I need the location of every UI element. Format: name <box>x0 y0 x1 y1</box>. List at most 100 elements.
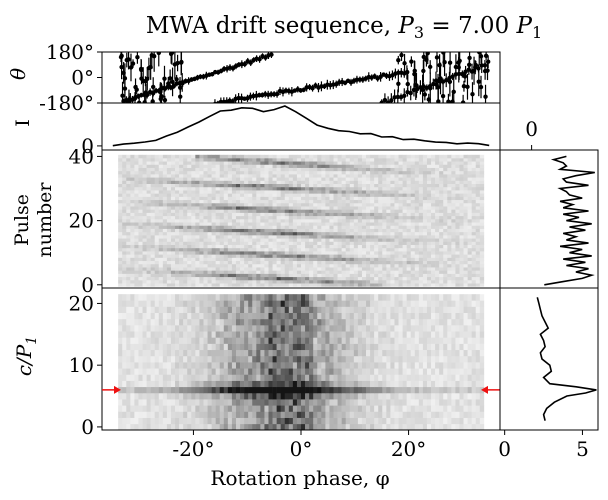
pulse-cell <box>370 158 375 162</box>
pulse-cell <box>138 196 143 201</box>
lrfs-cell <box>179 380 184 388</box>
pulse-cell <box>414 225 420 229</box>
pulse-cell <box>410 238 416 242</box>
pulse-cell <box>231 180 237 184</box>
lrfs-cell <box>162 399 168 406</box>
pulse-cell <box>467 251 472 255</box>
pulse-cell <box>191 199 196 204</box>
pulse-cell <box>435 196 440 201</box>
pulse-cell <box>126 183 131 188</box>
pulse-cell <box>313 267 318 271</box>
pulse-cell <box>256 241 261 245</box>
pulse-cell <box>126 154 131 159</box>
pulse-cell <box>374 158 379 162</box>
pulse-cell <box>394 273 399 278</box>
pulse-cell <box>264 186 269 191</box>
pulse-cell <box>162 158 168 162</box>
pulse-cell <box>244 279 249 284</box>
pulse-cell <box>459 164 464 168</box>
theta-point <box>396 57 401 63</box>
pulse-cell <box>410 241 416 245</box>
pulse-cell <box>455 193 460 197</box>
lrfs-cell <box>235 386 241 394</box>
pulse-cell <box>447 276 452 281</box>
pulse-cell <box>268 267 273 271</box>
pulse-cell <box>435 215 440 220</box>
pulse-cell <box>252 174 257 178</box>
pulse-cell <box>272 225 277 229</box>
pulse-cell <box>471 279 477 284</box>
pulse-cell <box>256 279 261 284</box>
lrfs-cell <box>170 374 176 381</box>
pulse-cell <box>215 212 221 217</box>
theta-point <box>483 94 488 99</box>
pulse-cell <box>329 193 334 197</box>
pulse-cell <box>170 183 176 188</box>
pulse-cell <box>451 231 456 236</box>
pulse-cell <box>138 183 143 188</box>
pulse-cell <box>235 254 241 258</box>
pulse-cell <box>370 241 375 245</box>
pulse-cell <box>199 283 204 287</box>
theta-point <box>382 97 388 103</box>
pulse-cell <box>374 219 379 223</box>
pulse-cell <box>390 222 395 226</box>
pulse-cell <box>154 193 160 197</box>
pulse-cell <box>317 193 322 197</box>
pulse-cell <box>414 219 420 223</box>
lrfs-cell <box>337 399 342 406</box>
pulse-cell <box>211 241 216 245</box>
pulse-cell <box>329 241 334 245</box>
pulse-cell <box>455 219 460 223</box>
pulse-cell <box>170 193 176 197</box>
lrfs-cell <box>195 411 200 418</box>
pulse-cell <box>288 199 294 204</box>
pulse-cell <box>459 212 464 217</box>
pulse-cell <box>150 193 155 197</box>
pulse-cell <box>191 263 196 268</box>
pulse-cell <box>479 174 485 178</box>
pulse-cell <box>223 161 229 165</box>
pulse-cell <box>321 164 326 168</box>
pulse-side-xtick-label: 0 <box>525 117 538 141</box>
lrfs-cell <box>252 411 257 418</box>
pulse-cell <box>191 196 196 201</box>
pulse-cell <box>382 219 387 223</box>
pulse-cell <box>175 244 180 249</box>
pulse-cell <box>443 276 448 281</box>
pulse-cell <box>284 276 290 281</box>
pulse-cell <box>203 273 208 278</box>
pulse-cell <box>361 263 367 268</box>
pulse-cell <box>183 193 188 197</box>
pulse-cell <box>345 196 351 201</box>
lrfs-cell <box>305 386 310 394</box>
pulse-cell <box>333 251 338 255</box>
pulse-cell <box>349 212 355 217</box>
pulse-cell <box>256 283 261 287</box>
pulse-cell <box>329 180 334 184</box>
theta-point <box>473 62 479 68</box>
lrfs-cell <box>447 380 452 388</box>
pulse-cell <box>203 177 208 181</box>
pulse-cell <box>268 254 273 258</box>
pulse-cell <box>175 170 180 175</box>
pulse-cell <box>211 279 216 284</box>
pulse-cell <box>341 222 346 226</box>
lrfs-cell <box>313 386 318 394</box>
pulse-cell <box>309 209 314 213</box>
pulse-cell <box>394 215 399 220</box>
pulse-cell <box>443 283 448 287</box>
pulse-cell <box>394 161 399 165</box>
pulse-cell <box>292 260 298 265</box>
pulse-cell <box>422 202 428 207</box>
lrfs-cell <box>187 411 192 418</box>
pulse-cell <box>374 174 379 178</box>
lrfs-cell <box>382 386 387 394</box>
pulse-cell <box>467 241 472 245</box>
pulse-cell <box>479 186 485 191</box>
pulse-cell <box>134 206 139 210</box>
pulse-cell <box>463 161 468 165</box>
pulse-cell <box>398 180 403 184</box>
pulse-cell <box>191 193 196 197</box>
lrfs-cell <box>223 374 229 381</box>
